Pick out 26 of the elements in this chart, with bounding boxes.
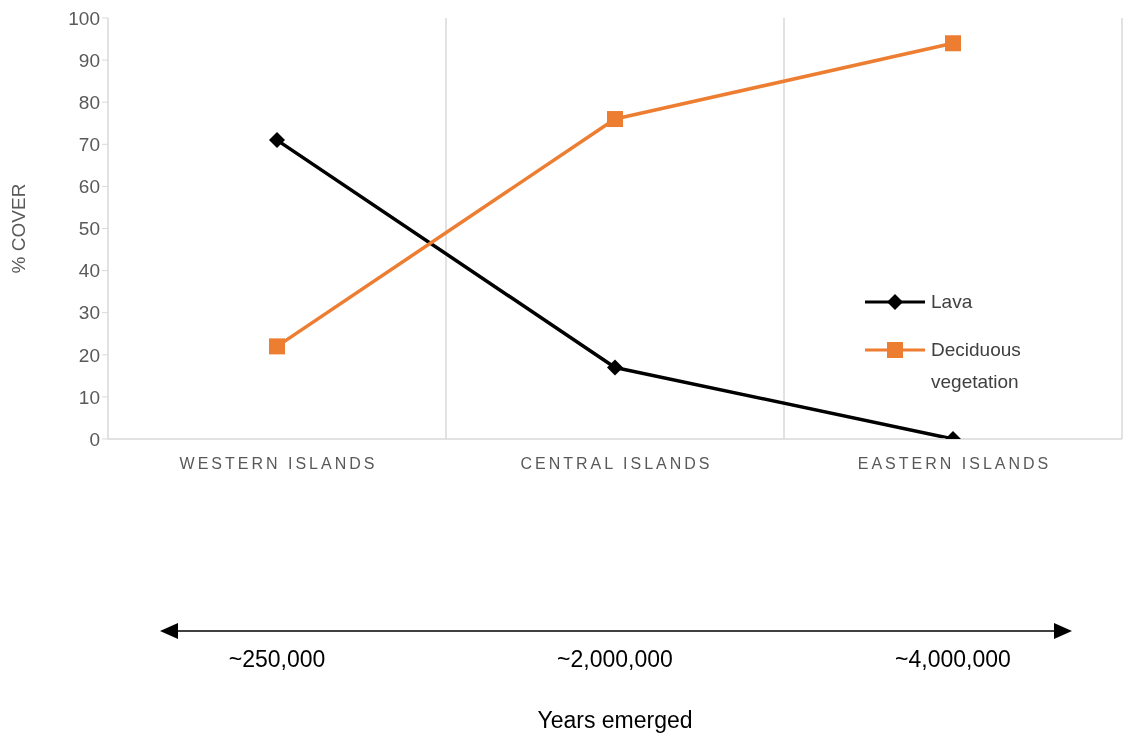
y-tick-label: 100 — [68, 7, 100, 29]
x-tick-label: WESTERN ISLANDS — [179, 455, 378, 472]
point — [945, 35, 961, 52]
y-tick-label: 20 — [78, 344, 100, 366]
x-tick-label: EASTERN ISLANDS — [857, 455, 1052, 472]
text: ~2,000,000 — [556, 646, 674, 673]
y-tick-label: 30 — [78, 302, 100, 324]
y-tick-label: 10 — [78, 386, 100, 408]
y-tick-label: 60 — [78, 176, 100, 198]
y-axis-title: % COVER — [7, 183, 29, 274]
legend-label: Lava — [931, 290, 974, 314]
x-tick-label: CENTRAL ISLANDS — [520, 455, 713, 472]
y-tick-label: 0 — [89, 428, 100, 450]
point — [269, 132, 285, 149]
y-tick-label: 40 — [78, 260, 100, 282]
text: ~250,000 — [227, 646, 327, 673]
text: Years emerged — [536, 707, 694, 734]
point — [269, 338, 285, 355]
y-tick-label: 70 — [78, 134, 100, 156]
point — [607, 359, 623, 376]
text: ~4,000,000 — [894, 646, 1012, 673]
y-tick-label: 90 — [78, 49, 100, 71]
point — [607, 111, 623, 128]
y-tick-label: 50 — [78, 218, 100, 240]
legend-label: Deciduous vegetation — [931, 338, 1022, 394]
y-tick-label: 80 — [78, 91, 100, 113]
